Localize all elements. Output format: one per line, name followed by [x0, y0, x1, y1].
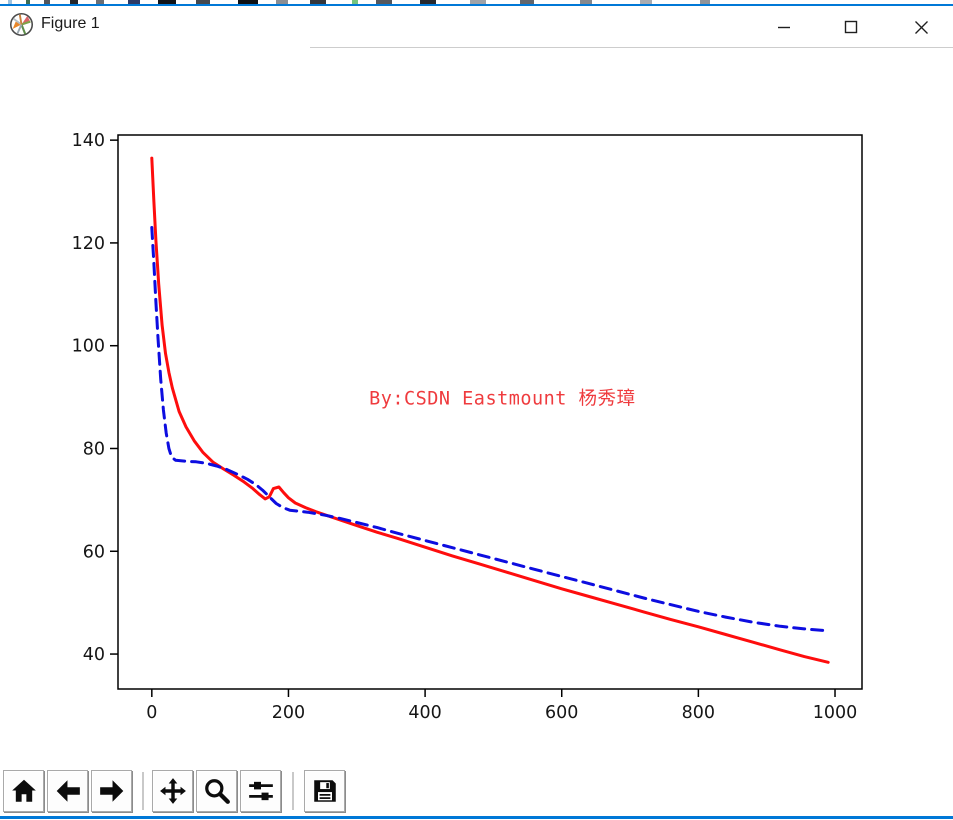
home-icon	[11, 779, 36, 802]
save-floppy-icon	[313, 780, 336, 802]
y-tick-label: 120	[72, 234, 105, 254]
forward-arrow-icon	[99, 780, 123, 802]
maximize-icon	[844, 20, 858, 34]
line-chart: 0 200 400 600 800 1000 40 60 80 100 120 140 By:CSDN …	[72, 131, 863, 723]
home-button[interactable]	[3, 770, 44, 812]
matplotlib-toolbar	[0, 768, 953, 816]
x-tick-label: 800	[682, 703, 715, 723]
titlebar-separator-artifact	[310, 47, 953, 48]
minimize-icon	[778, 26, 790, 29]
zoom-button[interactable]	[196, 770, 237, 812]
window-title: Figure 1	[41, 15, 100, 32]
y-tick-label: 40	[83, 645, 105, 665]
y-tick-label: 100	[72, 337, 105, 357]
x-tick-label: 200	[272, 703, 305, 723]
axes-spines	[117, 134, 863, 690]
y-tick-label: 140	[72, 131, 105, 151]
toolbar-separator	[142, 772, 144, 810]
matplotlib-logo-icon[interactable]	[9, 12, 34, 37]
sliders-icon	[248, 781, 273, 801]
background-window-artifact	[0, 0, 953, 4]
forward-button[interactable]	[91, 770, 132, 812]
watermark-annotation: By:CSDN Eastmount 杨秀璋	[369, 388, 635, 409]
blue-dashed-curve	[150, 226, 830, 633]
window-bottom-border	[0, 816, 953, 819]
x-tick-label: 400	[408, 703, 441, 723]
figure-canvas[interactable]: 0 200 400 600 800 1000 40 60 80 100 120 140 By:CSDN …	[0, 48, 953, 768]
minimize-button[interactable]	[761, 8, 807, 46]
x-tick-label: 600	[545, 703, 578, 723]
configure-subplots-button[interactable]	[240, 770, 281, 812]
zoom-magnifier-icon	[204, 779, 230, 804]
y-tick-label: 60	[83, 542, 105, 562]
back-arrow-icon	[56, 780, 80, 802]
toolbar-separator	[292, 772, 294, 810]
x-tick-label: 1000	[813, 703, 858, 723]
close-button[interactable]	[898, 8, 944, 46]
red-solid-curve	[150, 156, 830, 664]
titlebar[interactable]: Figure 1	[0, 6, 953, 47]
x-tick-label: 0	[146, 703, 157, 723]
window-top-border	[0, 4, 953, 6]
pan-arrows-icon	[159, 778, 186, 804]
close-icon	[914, 20, 928, 34]
back-button[interactable]	[47, 770, 88, 812]
save-button[interactable]	[304, 770, 345, 812]
maximize-button[interactable]	[828, 8, 874, 46]
y-tick-label: 80	[83, 439, 105, 459]
pan-button[interactable]	[152, 770, 193, 812]
